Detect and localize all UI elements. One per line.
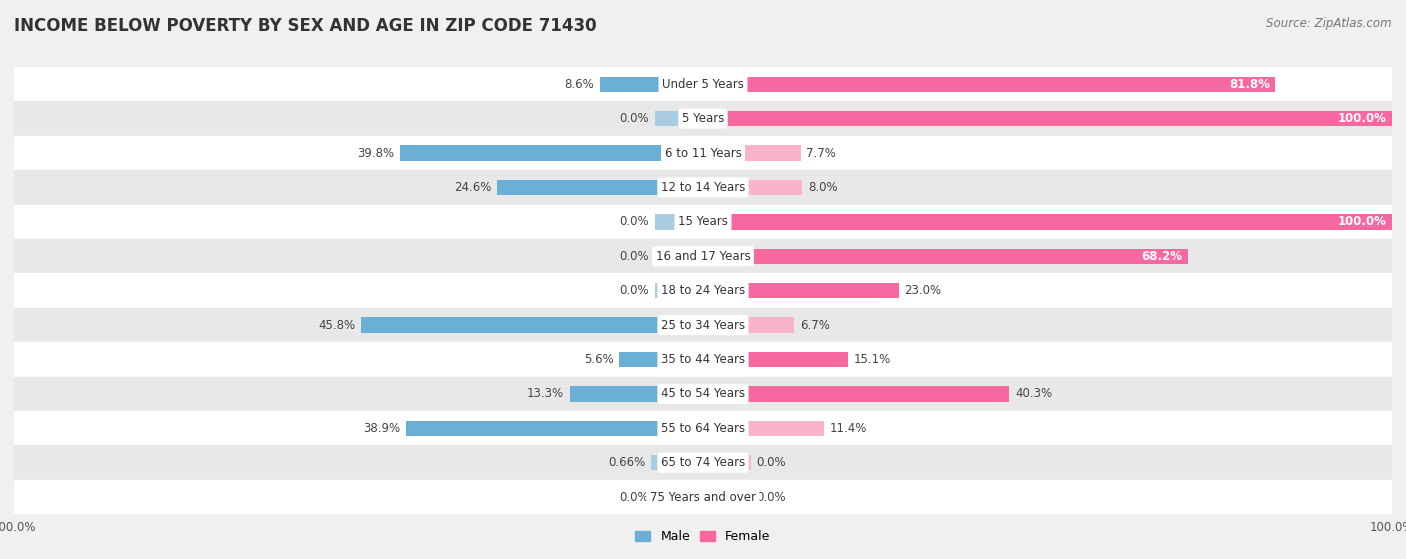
Text: 7.7%: 7.7% [806, 146, 837, 159]
Bar [703, 145, 800, 161]
Text: 8.0%: 8.0% [808, 181, 838, 194]
Bar [655, 283, 703, 299]
Bar [655, 489, 703, 505]
Bar [14, 446, 1392, 480]
Text: 0.0%: 0.0% [620, 491, 650, 504]
Text: 38.9%: 38.9% [363, 422, 401, 435]
Bar [703, 249, 1188, 264]
Text: 13.3%: 13.3% [527, 387, 564, 400]
Text: 11.4%: 11.4% [830, 422, 868, 435]
Text: 40.3%: 40.3% [1015, 387, 1052, 400]
Text: 35 to 44 Years: 35 to 44 Years [661, 353, 745, 366]
Text: 55 to 64 Years: 55 to 64 Years [661, 422, 745, 435]
Text: 0.0%: 0.0% [620, 284, 650, 297]
Bar [14, 411, 1392, 446]
Text: 23.0%: 23.0% [904, 284, 941, 297]
Text: 39.8%: 39.8% [357, 146, 394, 159]
Bar [14, 136, 1392, 170]
Bar [14, 308, 1392, 342]
Bar [14, 273, 1392, 308]
Bar [498, 180, 703, 195]
Text: 18 to 24 Years: 18 to 24 Years [661, 284, 745, 297]
Text: 25 to 34 Years: 25 to 34 Years [661, 319, 745, 331]
Text: 15 Years: 15 Years [678, 215, 728, 229]
Bar [14, 239, 1392, 273]
Text: 16 and 17 Years: 16 and 17 Years [655, 250, 751, 263]
Bar [14, 377, 1392, 411]
Bar [703, 455, 751, 471]
Bar [14, 342, 1392, 377]
Text: 65 to 74 Years: 65 to 74 Years [661, 456, 745, 469]
Bar [703, 77, 1275, 92]
Text: 45 to 54 Years: 45 to 54 Years [661, 387, 745, 400]
Bar [619, 352, 703, 367]
Bar [703, 420, 824, 436]
Text: Under 5 Years: Under 5 Years [662, 78, 744, 91]
Text: 75 Years and over: 75 Years and over [650, 491, 756, 504]
Text: 0.0%: 0.0% [756, 491, 786, 504]
Text: 0.0%: 0.0% [620, 250, 650, 263]
Bar [703, 489, 751, 505]
Text: 0.0%: 0.0% [756, 456, 786, 469]
Bar [655, 111, 703, 126]
Text: INCOME BELOW POVERTY BY SEX AND AGE IN ZIP CODE 71430: INCOME BELOW POVERTY BY SEX AND AGE IN Z… [14, 17, 596, 35]
Text: 81.8%: 81.8% [1229, 78, 1270, 91]
Text: 8.6%: 8.6% [564, 78, 595, 91]
Bar [651, 455, 703, 471]
Bar [14, 170, 1392, 205]
Text: 6 to 11 Years: 6 to 11 Years [665, 146, 741, 159]
Text: 100.0%: 100.0% [1337, 215, 1386, 229]
Text: 15.1%: 15.1% [853, 353, 891, 366]
Bar [703, 352, 848, 367]
Bar [399, 145, 703, 161]
Text: 6.7%: 6.7% [800, 319, 830, 331]
Bar [405, 420, 703, 436]
Bar [14, 205, 1392, 239]
Bar [703, 214, 1392, 230]
Bar [14, 67, 1392, 102]
Text: 45.8%: 45.8% [319, 319, 356, 331]
Text: 5 Years: 5 Years [682, 112, 724, 125]
Bar [703, 283, 898, 299]
Text: 68.2%: 68.2% [1142, 250, 1182, 263]
Bar [655, 214, 703, 230]
Bar [14, 102, 1392, 136]
Text: 24.6%: 24.6% [454, 181, 492, 194]
Bar [569, 386, 703, 401]
Bar [703, 318, 794, 333]
Legend: Male, Female: Male, Female [630, 525, 776, 548]
Bar [655, 249, 703, 264]
Bar [703, 180, 803, 195]
Text: 0.0%: 0.0% [620, 112, 650, 125]
Bar [361, 318, 703, 333]
Bar [600, 77, 703, 92]
Text: 0.0%: 0.0% [620, 215, 650, 229]
Text: 100.0%: 100.0% [1337, 112, 1386, 125]
Text: 12 to 14 Years: 12 to 14 Years [661, 181, 745, 194]
Bar [703, 111, 1392, 126]
Text: 0.66%: 0.66% [607, 456, 645, 469]
Bar [703, 386, 1010, 401]
Text: Source: ZipAtlas.com: Source: ZipAtlas.com [1267, 17, 1392, 30]
Bar [14, 480, 1392, 514]
Text: 5.6%: 5.6% [583, 353, 613, 366]
